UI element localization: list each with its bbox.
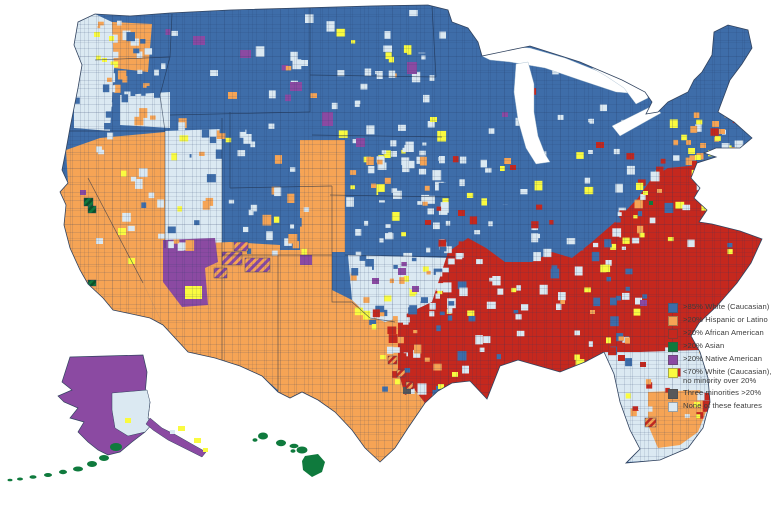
aleutian-islands [7, 443, 122, 482]
legend-swatch [668, 368, 678, 378]
alaska-panhandle [145, 417, 207, 458]
lake-michigan [513, 61, 551, 165]
legend-swatch [668, 329, 678, 339]
legend-swatch [668, 316, 678, 326]
legend-item: >20% Native American [668, 354, 780, 365]
legend-swatch [668, 303, 678, 313]
legend-label: >85% White (Caucasian) [683, 302, 770, 311]
legend-item: Three minorities >20% [668, 387, 780, 399]
legend-swatch [668, 388, 678, 399]
legend-item: >20% African American [668, 328, 780, 339]
legend: >85% White (Caucasian) >20% Hispanic or … [668, 302, 780, 415]
alaska-southcentral [111, 389, 153, 437]
legend-item: >20% Asian [668, 341, 780, 352]
legend-swatch [668, 401, 678, 412]
hawaii-oahu [276, 439, 286, 447]
alaska-panhandle-county [178, 426, 185, 431]
legend-item: <70% White (Caucasian), no minority over… [668, 367, 780, 386]
legend-item: >20% Hispanic or Latino [668, 315, 780, 326]
legend-label: >20% Native American [683, 354, 763, 363]
legend-label: >20% Hispanic or Latino [683, 315, 768, 324]
legend-label: <70% White (Caucasian), no minority over… [683, 367, 772, 385]
hawaii-big-island [302, 454, 325, 477]
alaska-inset [7, 354, 208, 482]
legend-swatch [668, 355, 678, 365]
legend-swatch [668, 342, 678, 352]
alaska-anchorage [125, 418, 131, 423]
hawaii-lanai [290, 449, 296, 453]
hawaii-niihau [252, 438, 258, 442]
alaska-panhandle-county [203, 448, 208, 452]
us-outline [59, 4, 763, 464]
legend-label: >20% Asian [683, 341, 725, 350]
alaska-panhandle-county [194, 438, 201, 443]
hawaii-maui [296, 446, 308, 454]
legend-label: >20% African American [683, 328, 764, 337]
hawaii-molokai [289, 443, 299, 449]
alaska-panhandle-county [170, 430, 175, 434]
hawaii-inset [252, 432, 325, 477]
legend-item: None of these features [668, 400, 780, 412]
legend-label: Three minorities >20% [683, 387, 762, 397]
legend-label: None of these features [683, 400, 763, 410]
legend-item: >85% White (Caucasian) [668, 302, 780, 313]
hawaii-kauai [258, 432, 268, 440]
